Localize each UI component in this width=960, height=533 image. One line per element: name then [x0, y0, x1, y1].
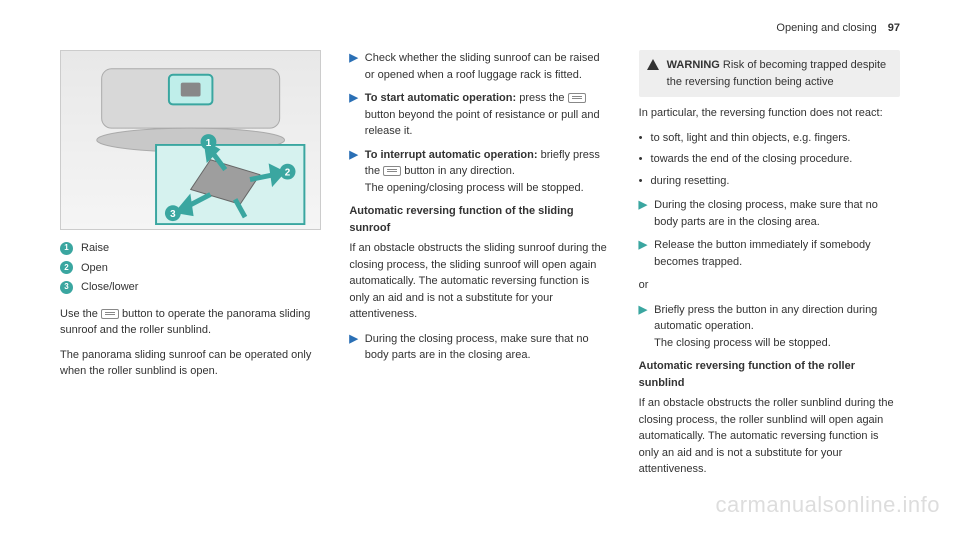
legend-label: Raise [81, 240, 109, 257]
sunroof-button-icon [101, 309, 119, 319]
paragraph: In particular, the reversing function do… [639, 105, 900, 122]
column-2: ▶Check whether the sliding sunroof can b… [349, 50, 610, 486]
step-item: ▶During the closing process, make sure t… [349, 331, 610, 364]
step-arrow-icon: ▶ [639, 302, 647, 352]
svg-text:2: 2 [285, 168, 291, 179]
step-arrow-icon: ▶ [349, 50, 357, 83]
paragraph: The panorama sliding sunroof can be oper… [60, 347, 321, 380]
sunroof-button-icon [568, 93, 586, 103]
step-text: To start automatic operation: press the … [365, 90, 611, 140]
step-item: ▶During the closing process, make sure t… [639, 197, 900, 230]
page-number: 97 [888, 22, 900, 34]
step-text: Release the button immediately if somebo… [654, 237, 900, 270]
subheading: Automatic reversing function of the roll… [639, 358, 900, 391]
section-title: Opening and closing [776, 22, 876, 34]
legend-label: Open [81, 260, 108, 277]
step-list: ▶During the closing process, make sure t… [349, 331, 610, 364]
bullet-list: •to soft, light and thin objects, e.g. f… [639, 130, 900, 190]
legend-item: 1 Raise [60, 240, 321, 257]
page-header: Opening and closing 97 [776, 20, 900, 37]
figure-legend: 1 Raise 2 Open 3 Close/lower [60, 240, 321, 296]
svg-text:3: 3 [170, 209, 176, 220]
step-arrow-icon: ▶ [349, 147, 357, 197]
legend-item: 3 Close/lower [60, 279, 321, 296]
warning-triangle-icon [647, 59, 659, 70]
step-list: ▶Check whether the sliding sunroof can b… [349, 50, 610, 196]
step-item: ▶ To start automatic operation: press th… [349, 90, 610, 140]
paragraph: If an obstacle obstructs the roller sunb… [639, 395, 900, 478]
legend-bullet: 1 [60, 242, 73, 255]
paragraph: If an obstacle obstructs the sliding sun… [349, 240, 610, 323]
bullet-dot-icon: • [639, 130, 643, 147]
step-list: ▶During the closing process, make sure t… [639, 197, 900, 270]
step-item: ▶ To interrupt automatic operation: brie… [349, 147, 610, 197]
column-1: 1 2 3 1 Raise 2 Open 3 Close/lower Use the … [60, 50, 321, 486]
content-columns: 1 2 3 1 Raise 2 Open 3 Close/lower Use the … [60, 50, 900, 486]
step-text: During the closing process, make sure th… [365, 331, 611, 364]
warning-text: WARNING Risk of becoming trapped despite… [667, 57, 892, 90]
legend-label: Close/lower [81, 279, 138, 296]
subheading: Automatic reversing function of the slid… [349, 203, 610, 236]
step-arrow-icon: ▶ [639, 237, 647, 270]
bullet-item: •to soft, light and thin objects, e.g. f… [639, 130, 900, 147]
legend-bullet: 2 [60, 261, 73, 274]
or-text: or [639, 277, 900, 294]
step-text: Check whether the sliding sunroof can be… [365, 50, 611, 83]
step-arrow-icon: ▶ [349, 90, 357, 140]
step-item: ▶Check whether the sliding sunroof can b… [349, 50, 610, 83]
warning-box: WARNING Risk of becoming trapped despite… [639, 50, 900, 97]
step-item: ▶ Briefly press the button in any direct… [639, 302, 900, 352]
step-arrow-icon: ▶ [349, 331, 357, 364]
svg-text:1: 1 [206, 138, 212, 149]
watermark: carmanualsonline.info [715, 488, 940, 521]
step-item: ▶Release the button immediately if someb… [639, 237, 900, 270]
step-text: To interrupt automatic operation: briefl… [365, 147, 611, 197]
legend-item: 2 Open [60, 260, 321, 277]
sunroof-control-figure: 1 2 3 [60, 50, 321, 230]
column-3: WARNING Risk of becoming trapped despite… [639, 50, 900, 486]
step-arrow-icon: ▶ [639, 197, 647, 230]
step-text: Briefly press the button in any directio… [654, 302, 900, 352]
legend-bullet: 3 [60, 281, 73, 294]
bullet-item: •towards the end of the closing procedur… [639, 151, 900, 168]
sunroof-button-icon [383, 166, 401, 176]
bullet-dot-icon: • [639, 151, 643, 168]
bullet-dot-icon: • [639, 173, 643, 190]
step-text: During the closing process, make sure th… [654, 197, 900, 230]
bullet-item: •during resetting. [639, 173, 900, 190]
step-list: ▶ Briefly press the button in any direct… [639, 302, 900, 352]
paragraph: Use the button to operate the panorama s… [60, 306, 321, 339]
